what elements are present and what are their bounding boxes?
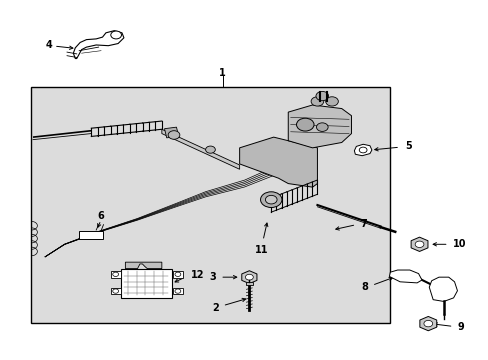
Text: 11: 11 xyxy=(254,245,268,255)
Circle shape xyxy=(205,146,215,153)
Circle shape xyxy=(310,97,323,106)
Circle shape xyxy=(423,320,432,327)
Text: 10: 10 xyxy=(452,239,465,249)
Polygon shape xyxy=(419,316,436,331)
Circle shape xyxy=(316,123,327,131)
Circle shape xyxy=(260,192,282,207)
Text: 2: 2 xyxy=(212,303,219,313)
Text: 8: 8 xyxy=(361,282,368,292)
Bar xyxy=(30,87,389,323)
Bar xyxy=(120,269,171,298)
Polygon shape xyxy=(73,31,123,59)
Polygon shape xyxy=(125,262,162,269)
Circle shape xyxy=(113,289,118,293)
Circle shape xyxy=(315,91,328,101)
Polygon shape xyxy=(241,271,256,284)
Circle shape xyxy=(245,274,253,280)
Circle shape xyxy=(168,131,180,139)
Bar xyxy=(79,231,102,239)
Text: 5: 5 xyxy=(404,141,411,152)
Text: 9: 9 xyxy=(457,322,463,332)
Polygon shape xyxy=(239,137,317,187)
Text: 4: 4 xyxy=(45,40,52,50)
Circle shape xyxy=(113,272,118,276)
Bar xyxy=(245,282,252,285)
Text: 3: 3 xyxy=(209,272,216,282)
Polygon shape xyxy=(428,277,457,301)
Bar xyxy=(111,288,120,294)
Bar xyxy=(173,288,183,294)
Circle shape xyxy=(359,147,366,153)
Text: 6: 6 xyxy=(98,211,104,221)
Text: 12: 12 xyxy=(191,270,204,280)
Polygon shape xyxy=(287,105,351,148)
Polygon shape xyxy=(162,129,239,169)
Polygon shape xyxy=(388,270,421,283)
Polygon shape xyxy=(410,237,427,251)
Bar xyxy=(111,271,120,278)
Polygon shape xyxy=(354,144,371,156)
Text: 7: 7 xyxy=(360,219,366,229)
Circle shape xyxy=(296,118,313,131)
Circle shape xyxy=(265,195,277,204)
Circle shape xyxy=(111,31,121,39)
Circle shape xyxy=(414,241,423,248)
Circle shape xyxy=(325,97,338,106)
Circle shape xyxy=(175,272,181,276)
Text: 1: 1 xyxy=(219,68,225,78)
Bar xyxy=(173,271,183,278)
Bar xyxy=(164,127,178,138)
Circle shape xyxy=(175,289,181,293)
